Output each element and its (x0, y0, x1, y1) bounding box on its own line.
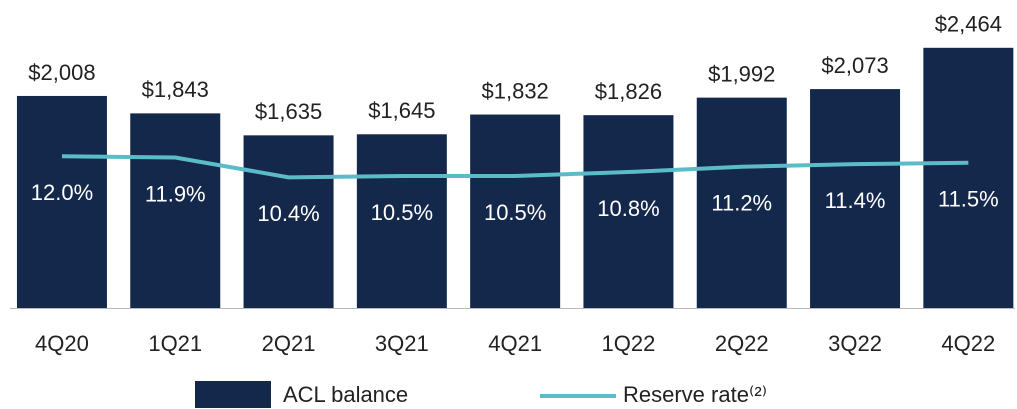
bar-value-label: $1,826 (595, 79, 662, 104)
line-value-label: 11.5% (938, 187, 999, 212)
legend-swatch (195, 381, 271, 408)
bar (16, 95, 107, 308)
bar-value-label: $2,464 (935, 12, 1002, 37)
line-value-label: 10.8% (597, 196, 659, 221)
line-value-label: 12.0% (31, 180, 93, 205)
bar (696, 97, 787, 308)
x-tick-label: 4Q21 (488, 331, 542, 356)
x-tick-label: 1Q21 (148, 331, 202, 356)
bar-value-label: $1,832 (482, 78, 549, 103)
line-value-label: 11.4% (825, 188, 886, 213)
bar (923, 47, 1014, 308)
bar (356, 134, 447, 308)
line-value-label: 10.5% (371, 200, 433, 225)
x-tick-label: 3Q22 (828, 331, 882, 356)
x-tick-label: 1Q22 (602, 331, 656, 356)
bar-value-label: $1,645 (368, 98, 435, 123)
bar-value-label: $1,635 (255, 99, 322, 124)
line-value-label: 10.4% (257, 201, 319, 226)
bar-value-label: $1,992 (708, 61, 775, 86)
x-tick-label: 4Q22 (941, 331, 995, 356)
legend-label: ACL balance (283, 382, 408, 407)
x-tick-label: 4Q20 (35, 331, 89, 356)
bar (243, 135, 334, 308)
bar (130, 113, 221, 308)
x-tick-label: 3Q21 (375, 331, 429, 356)
x-tick-label: 2Q22 (715, 331, 769, 356)
bar (470, 114, 561, 308)
x-tick-label: 2Q21 (262, 331, 316, 356)
bar (583, 115, 674, 308)
line (61, 154, 969, 180)
line-value-label: 11.2% (711, 191, 772, 216)
bar-value-label: $2,008 (28, 60, 95, 85)
line-value-label: 11.9% (145, 181, 206, 206)
legend-label: Reserve rate⁽²⁾ (623, 382, 767, 407)
bar-value-label: $2,073 (821, 53, 888, 78)
bar-value-label: $1,843 (142, 77, 209, 102)
bar (810, 89, 901, 308)
line-value-label: 10.5% (484, 200, 546, 225)
